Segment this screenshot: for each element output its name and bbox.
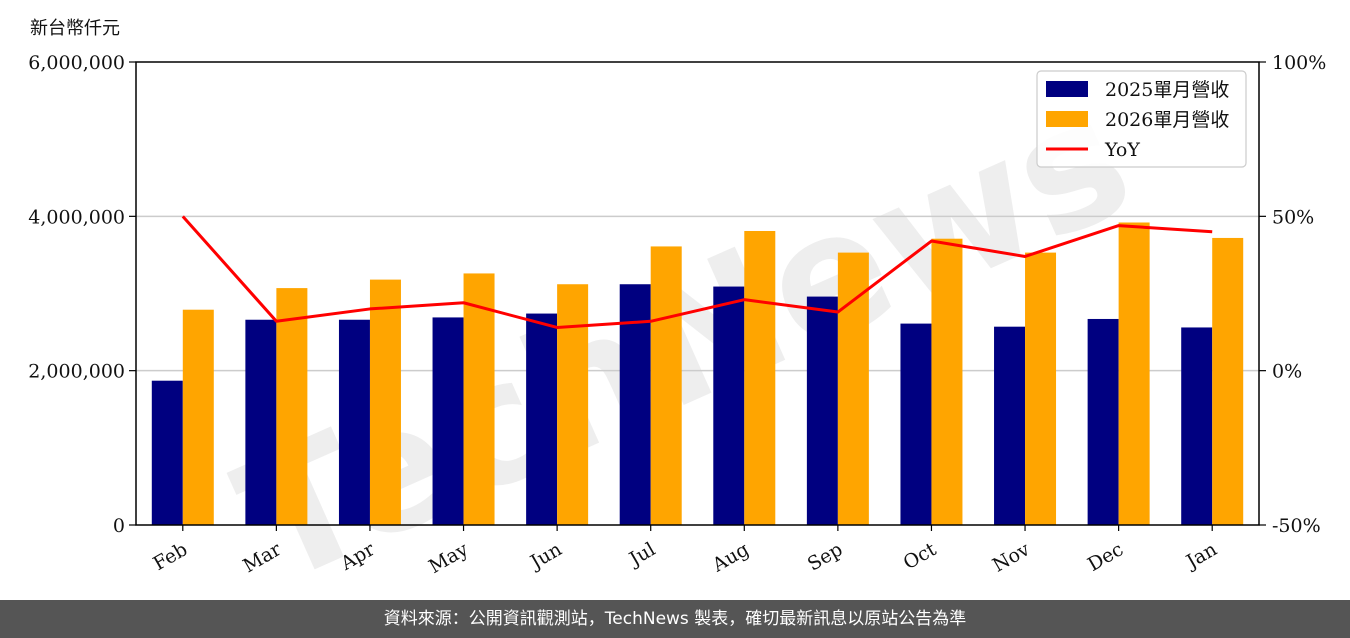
- bar-2025: [338, 319, 370, 525]
- legend-swatch: [1046, 81, 1088, 97]
- source-footer: 資料來源：公開資訊觀測站，TechNews 製表，確切最新訊息以原站公告為準: [0, 600, 1350, 638]
- y2-tick-label: 0%: [1272, 361, 1302, 383]
- x-tick-label: Nov: [989, 538, 1034, 577]
- bar-2025: [806, 296, 838, 525]
- legend-swatch: [1046, 111, 1088, 127]
- bar-2025: [994, 326, 1026, 525]
- revenue-chart: TechNews 02,000,0004,000,0006,000,000-50…: [28, 52, 1326, 600]
- bar-2025: [526, 313, 558, 525]
- x-tick-label: Feb: [149, 538, 191, 575]
- bar-2026: [276, 288, 308, 525]
- legend-label: YoY: [1104, 139, 1140, 161]
- x-tick-label: Jul: [624, 538, 659, 571]
- y-tick-label: 6,000,000: [28, 52, 125, 74]
- bar-2025: [245, 319, 277, 525]
- bar-2026: [931, 238, 963, 525]
- y2-tick-label: -50%: [1272, 515, 1321, 537]
- bar-2026: [557, 284, 589, 525]
- unit-label: 新台幣仟元: [30, 18, 120, 39]
- bar-2026: [1025, 252, 1057, 525]
- plot-frame: [135, 61, 1260, 526]
- bar-2026: [182, 309, 214, 525]
- bar-2025: [432, 317, 464, 525]
- bar-2026: [369, 279, 401, 525]
- y2-tick-label: 100%: [1272, 52, 1326, 74]
- bar-2026: [650, 246, 682, 525]
- x-tick-label: Aug: [708, 538, 753, 577]
- bar-2025: [713, 286, 745, 525]
- legend-box: [1036, 70, 1247, 168]
- bar-2025: [900, 323, 932, 525]
- bar-2026: [837, 252, 869, 525]
- legend-label: 2025單月營收: [1105, 79, 1229, 101]
- x-tick-label: Oct: [900, 538, 941, 574]
- legend-label: 2026單月營收: [1105, 109, 1229, 131]
- bar-2025: [1087, 318, 1119, 525]
- y2-tick-label: 50%: [1272, 206, 1314, 228]
- bar-2026: [744, 230, 776, 525]
- y-tick-label: 0: [113, 515, 125, 537]
- bar-2026: [463, 273, 495, 525]
- bar-2025: [1181, 327, 1213, 525]
- x-tick-label: Jun: [525, 538, 566, 574]
- x-tick-label: Sep: [804, 538, 847, 575]
- bar-2026: [1118, 222, 1150, 526]
- x-tick-label: Dec: [1084, 538, 1127, 576]
- bar-2026: [1212, 237, 1244, 525]
- x-tick-label: Jan: [1181, 538, 1221, 574]
- y-tick-label: 4,000,000: [28, 206, 125, 228]
- yoy-line: [181, 215, 1213, 329]
- bar-2025: [151, 380, 183, 525]
- y-tick-label: 2,000,000: [28, 361, 125, 383]
